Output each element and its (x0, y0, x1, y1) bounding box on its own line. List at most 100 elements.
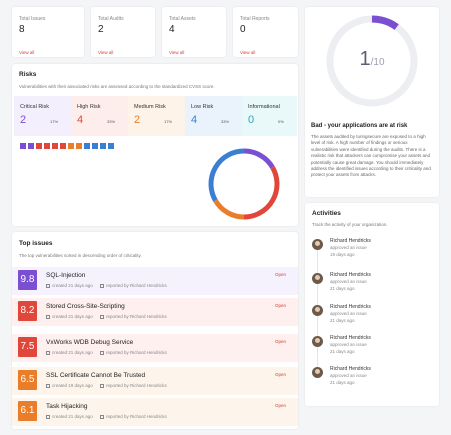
risk-value: 4 (77, 114, 84, 126)
issue-created: created 21 days ago (46, 283, 93, 288)
stat-card-audits: Total Audits 2 View all (91, 7, 155, 57)
activity-time: 19 days ago (330, 252, 355, 257)
security-score-ring (326, 15, 418, 107)
issue-row[interactable]: 6.1 Task Hijacking created 21 days ago r… (12, 398, 298, 426)
risk-percent: 17% (164, 119, 173, 124)
risk-square (60, 143, 66, 149)
issue-created: created 21 days ago (46, 414, 93, 419)
issue-reporter: reported by Richard Hendricks (100, 350, 167, 355)
issue-row[interactable]: 8.2 Stored Cross-Site-Scripting created … (12, 298, 298, 326)
issue-row[interactable]: 9.8 SQL-Injection created 21 days ago re… (12, 267, 298, 295)
activity-action: approved an issue (330, 373, 367, 378)
risk-square (20, 143, 26, 149)
view-all-assets-link[interactable]: View all (169, 50, 185, 55)
user-icon (100, 283, 104, 288)
activity-time: 21 days ago (330, 286, 355, 291)
donut-segment (208, 148, 245, 202)
issue-created: created 19 days ago (46, 383, 93, 388)
issue-name: Task Hijacking (46, 403, 88, 410)
risk-square (36, 143, 42, 149)
issue-score: 7.5 (18, 337, 37, 357)
risk-donut-chart (208, 148, 280, 220)
view-all-reports-link[interactable]: View all (240, 50, 256, 55)
risks-subtitle: Vulnerabilities with their associated ri… (19, 84, 215, 89)
risk-label: Informational (248, 104, 280, 110)
activity-action: approved an issue (330, 342, 367, 347)
stat-value: 4 (169, 24, 175, 35)
activity-user: Richard Hendricks (330, 366, 371, 372)
activity-user: Richard Hendricks (330, 238, 371, 244)
activity-user: Richard Hendricks (330, 304, 371, 310)
issue-score: 6.1 (18, 401, 37, 421)
issue-row[interactable]: 6.5 SSL Certificate Cannot Be Trusted cr… (12, 367, 298, 395)
stat-label: Total Audits (98, 16, 124, 22)
stat-card-reports: Total Reports 0 View all (233, 7, 298, 57)
top-issues-subtitle: The top vulnerabilities sorted in descen… (19, 253, 142, 258)
risks-title: Risks (19, 71, 37, 78)
score-ring-fill (371, 15, 399, 30)
user-icon (100, 383, 104, 388)
score-value: 1 (359, 48, 371, 70)
activity-item: Richard Hendricks approved an issue 21 d… (308, 270, 438, 298)
activity-action: approved an issue (330, 245, 367, 250)
risk-percent: 17% (50, 119, 59, 124)
activities-card (305, 203, 439, 406)
activity-time: 21 days ago (330, 318, 355, 323)
risk-tile-informational: Informational 0 0% (242, 96, 297, 136)
avatar (312, 336, 323, 347)
view-all-audits-link[interactable]: View all (98, 50, 114, 55)
activity-item: Richard Hendricks approved an issue 21 d… (308, 333, 438, 361)
issue-status: Open (274, 339, 286, 344)
stat-value: 2 (98, 24, 104, 35)
stat-label: Total Issues (19, 16, 46, 22)
issue-score: 8.2 (18, 301, 37, 321)
issue-name: Stored Cross-Site-Scripting (46, 303, 125, 310)
risk-square (28, 143, 34, 149)
issue-row[interactable]: 7.5 VxWorks WDB Debug Service created 21… (12, 334, 298, 362)
issue-reporter: reported by Richard Hendricks (100, 314, 167, 319)
issue-score: 6.5 (18, 370, 37, 390)
stat-card-assets: Total Assets 4 View all (162, 7, 226, 57)
risk-value: 4 (191, 114, 198, 126)
issue-name: SSL Certificate Cannot Be Trusted (46, 372, 146, 379)
issue-status: Open (274, 403, 286, 408)
donut-segment (243, 166, 280, 220)
risk-square (68, 143, 74, 149)
view-all-issues-link[interactable]: View all (19, 50, 35, 55)
risk-value: 0 (248, 114, 255, 126)
score-max: /10 (370, 57, 385, 68)
activity-time: 21 days ago (330, 349, 355, 354)
issue-status: Open (274, 372, 286, 377)
issue-created: created 21 days ago (46, 350, 93, 355)
calendar-icon (46, 383, 50, 388)
calendar-icon (46, 350, 50, 355)
activities-title: Activities (312, 210, 341, 217)
calendar-icon (46, 314, 50, 319)
avatar (312, 239, 323, 250)
issue-status: Open (274, 272, 286, 277)
issue-reporter: reported by Richard Hendricks (100, 414, 167, 419)
risk-label: High Risk (77, 104, 101, 110)
activity-user: Richard Hendricks (330, 272, 371, 278)
calendar-icon (46, 283, 50, 288)
stat-value: 8 (19, 24, 25, 35)
avatar (312, 273, 323, 284)
activity-user: Richard Hendricks (330, 335, 371, 341)
risk-tile-low: Low Risk 4 33% (185, 96, 242, 136)
stat-label: Total Assets (169, 16, 196, 22)
issue-status: Open (274, 303, 286, 308)
risk-label: Critical Risk (20, 104, 50, 110)
risk-label: Medium Risk (134, 104, 166, 110)
issue-reporter: reported by Richard Hendricks (100, 283, 167, 288)
top-issues-title: Top issues (19, 240, 53, 247)
stat-value: 0 (240, 24, 246, 35)
risk-square (92, 143, 98, 149)
activity-action: approved an issue (330, 279, 367, 284)
risk-tile-high: High Risk 4 33% (71, 96, 128, 136)
stat-label: Total Reports (240, 16, 270, 22)
risk-square (108, 143, 114, 149)
activity-item: Richard Hendricks approved an issue 19 d… (308, 236, 438, 264)
user-icon (100, 314, 104, 319)
risk-value: 2 (20, 114, 27, 126)
user-icon (100, 350, 104, 355)
